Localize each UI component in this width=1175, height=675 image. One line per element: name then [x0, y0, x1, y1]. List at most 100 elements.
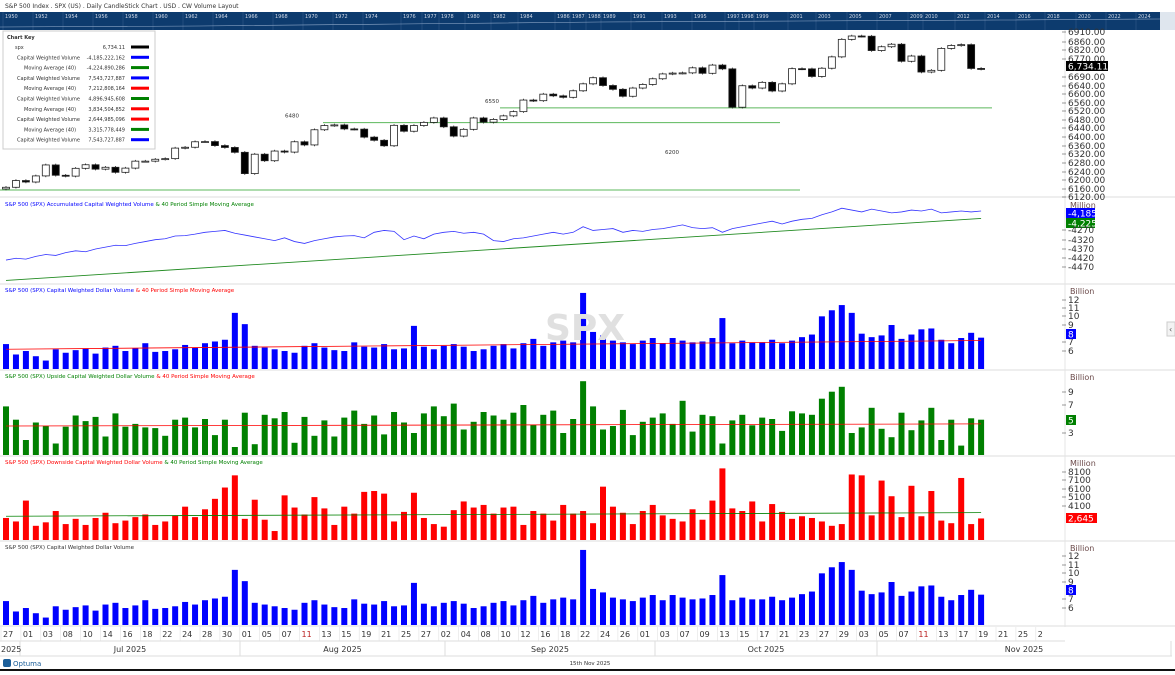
last-value-badge [1066, 208, 1095, 218]
candle [867, 35, 876, 51]
y-tick-label: 9 [1068, 321, 1074, 331]
y-tick-label: 6770.00 [1068, 55, 1105, 65]
last-value-badge-text: 8 [1068, 587, 1074, 597]
volume-bar [709, 416, 716, 455]
candle [250, 153, 259, 174]
candle [688, 67, 697, 74]
x-tick-label: 03 [660, 630, 670, 639]
volume-bar [440, 416, 447, 455]
watermark: SPX [545, 308, 625, 349]
candle [449, 126, 458, 137]
timeline-year: 1997 [727, 14, 740, 20]
y-tick-label: 6860.00 [1068, 38, 1105, 48]
candle [628, 87, 637, 97]
volume-bar [331, 607, 338, 625]
volume-bar [32, 525, 39, 540]
volume-bar [948, 523, 955, 540]
timeline-year: 1962 [185, 14, 198, 20]
volume-bar [669, 595, 676, 625]
candle [459, 128, 468, 137]
volume-bar [361, 423, 368, 455]
volume-bar [490, 415, 497, 455]
volume-bar [381, 434, 388, 455]
volume-bar [32, 356, 39, 369]
chart-key-label: Capital Weighted Volume [17, 55, 80, 61]
volume-bar [570, 419, 577, 455]
candle [837, 38, 846, 58]
volume-bar [231, 475, 238, 540]
volume-bar [948, 419, 955, 455]
y-tick-label: 9 [1068, 388, 1074, 398]
volume-bar [281, 608, 288, 625]
chart-key-label: Moving Average (40) [24, 127, 76, 133]
volume-bar [799, 413, 805, 455]
chart-key-swatch [131, 45, 149, 49]
y-tick-label: 7 [1068, 338, 1074, 348]
y-tick-label: 8100 [1068, 468, 1091, 478]
candle [91, 164, 100, 170]
collapse-panel-button[interactable] [1166, 321, 1175, 337]
chart-key-label: Moving Average (40) [24, 66, 76, 72]
chart-key-value: 3,834,504,852 [88, 107, 125, 113]
chart-key-swatch [131, 138, 149, 142]
y-tick-label: 6 [1068, 604, 1074, 614]
x-tick-label: 15 [739, 630, 749, 639]
volume-bar [958, 338, 965, 369]
timeline-navigator[interactable] [0, 12, 1160, 30]
candle [549, 93, 558, 97]
candle [619, 88, 627, 97]
candle [977, 68, 985, 70]
volume-bar [132, 348, 139, 369]
y-tick-label: 9 [1068, 578, 1074, 588]
candle [897, 43, 906, 62]
volume-bar [430, 349, 437, 369]
timeline-scroll-handle[interactable] [1160, 12, 1175, 30]
volume-bar [172, 515, 179, 540]
candle [310, 129, 319, 146]
y-tick-label: 7100 [1068, 476, 1091, 486]
volume-bar [251, 499, 258, 540]
volume-bar [12, 419, 19, 455]
volume-bar [251, 345, 258, 369]
candle [798, 68, 806, 71]
volume-bar [231, 447, 238, 455]
volume-bar [391, 606, 398, 625]
volume-bar [82, 524, 89, 540]
volume-bar [848, 569, 855, 625]
y-tick-label: 6240.00 [1068, 168, 1105, 178]
month-label: Oct 2025 [748, 645, 785, 654]
volume-bar [202, 600, 208, 625]
y-tick-label: 6360.00 [1068, 142, 1105, 152]
volume-bar [938, 520, 945, 540]
last-value-badge [1066, 218, 1095, 228]
volume-bar [22, 500, 29, 540]
timeline-year: 1984 [520, 14, 533, 20]
volume-bar [848, 433, 855, 455]
volume-bar [211, 435, 218, 455]
volume-bar [241, 581, 248, 625]
volume-bar [679, 521, 686, 540]
volume-bar [500, 419, 507, 455]
volume-bar [371, 604, 378, 625]
volume-bar [808, 334, 815, 369]
volume-bar [609, 506, 616, 540]
volume-bar [410, 582, 417, 625]
volume-bar [162, 521, 169, 540]
candle [380, 139, 389, 147]
volume-bar [928, 407, 935, 455]
volume-bar [639, 597, 646, 625]
volume-bar [331, 350, 338, 369]
chevron-left-icon[interactable]: ‹ [1169, 325, 1172, 334]
candle [847, 35, 856, 40]
volume-bar [858, 475, 865, 540]
candle [708, 64, 717, 74]
volume-bar [669, 338, 676, 369]
volume-bar [520, 343, 527, 369]
volume-bar [739, 340, 746, 369]
timeline-year: 1972 [335, 14, 348, 20]
volume-bar [3, 517, 9, 540]
volume-bar [192, 517, 199, 540]
volume-bar [779, 511, 786, 540]
last-value-badge-text: 5 [1068, 417, 1074, 427]
volume-bar [888, 496, 895, 540]
